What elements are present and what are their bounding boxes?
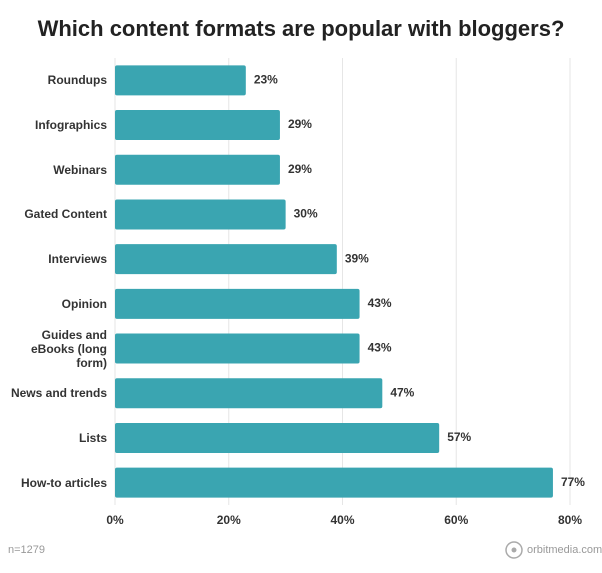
bar [115, 199, 286, 230]
y-tick-label: Interviews [48, 252, 107, 267]
source: orbitmedia.com [527, 544, 602, 556]
x-tick-label: 60% [444, 513, 468, 527]
bar [115, 333, 360, 364]
value-label: 29% [288, 117, 312, 131]
y-tick-label: Infographics [34, 118, 107, 133]
bar [115, 110, 280, 141]
y-tick-label: Gated Content [24, 207, 107, 222]
bar [115, 467, 553, 498]
bar [115, 378, 383, 409]
y-tick-label: News and trends [10, 386, 107, 401]
bar [115, 244, 337, 275]
source-logo [505, 541, 523, 559]
value-label: 43% [368, 296, 392, 310]
x-tick-label: 0% [106, 513, 124, 527]
value-label: 29% [288, 162, 312, 176]
value-label: 47% [390, 385, 414, 399]
bar [115, 288, 360, 319]
chart-title: Which content formats are popular with b… [38, 16, 565, 41]
value-label: 77% [561, 475, 585, 489]
x-tick-label: 20% [217, 513, 241, 527]
y-tick-label: Opinion [61, 296, 107, 311]
value-label: 57% [447, 430, 471, 444]
footnote: n=1279 [8, 544, 45, 556]
x-tick-label: 40% [330, 513, 354, 527]
y-tick-label: Guides and eBooks (long form) [30, 327, 107, 370]
value-label: 39% [345, 251, 369, 265]
y-tick-label: Lists [78, 430, 107, 445]
value-label: 30% [294, 207, 318, 221]
x-tick-label: 80% [558, 513, 582, 527]
y-tick-label: Webinars [53, 162, 107, 177]
bar [115, 422, 440, 453]
bar [115, 65, 246, 96]
y-tick-label: Roundups [47, 73, 107, 88]
y-tick-label: How-to articles [20, 475, 107, 490]
bar [115, 154, 280, 185]
value-label: 23% [254, 73, 278, 87]
source-logo-dot [511, 547, 517, 553]
value-label: 43% [368, 341, 392, 355]
